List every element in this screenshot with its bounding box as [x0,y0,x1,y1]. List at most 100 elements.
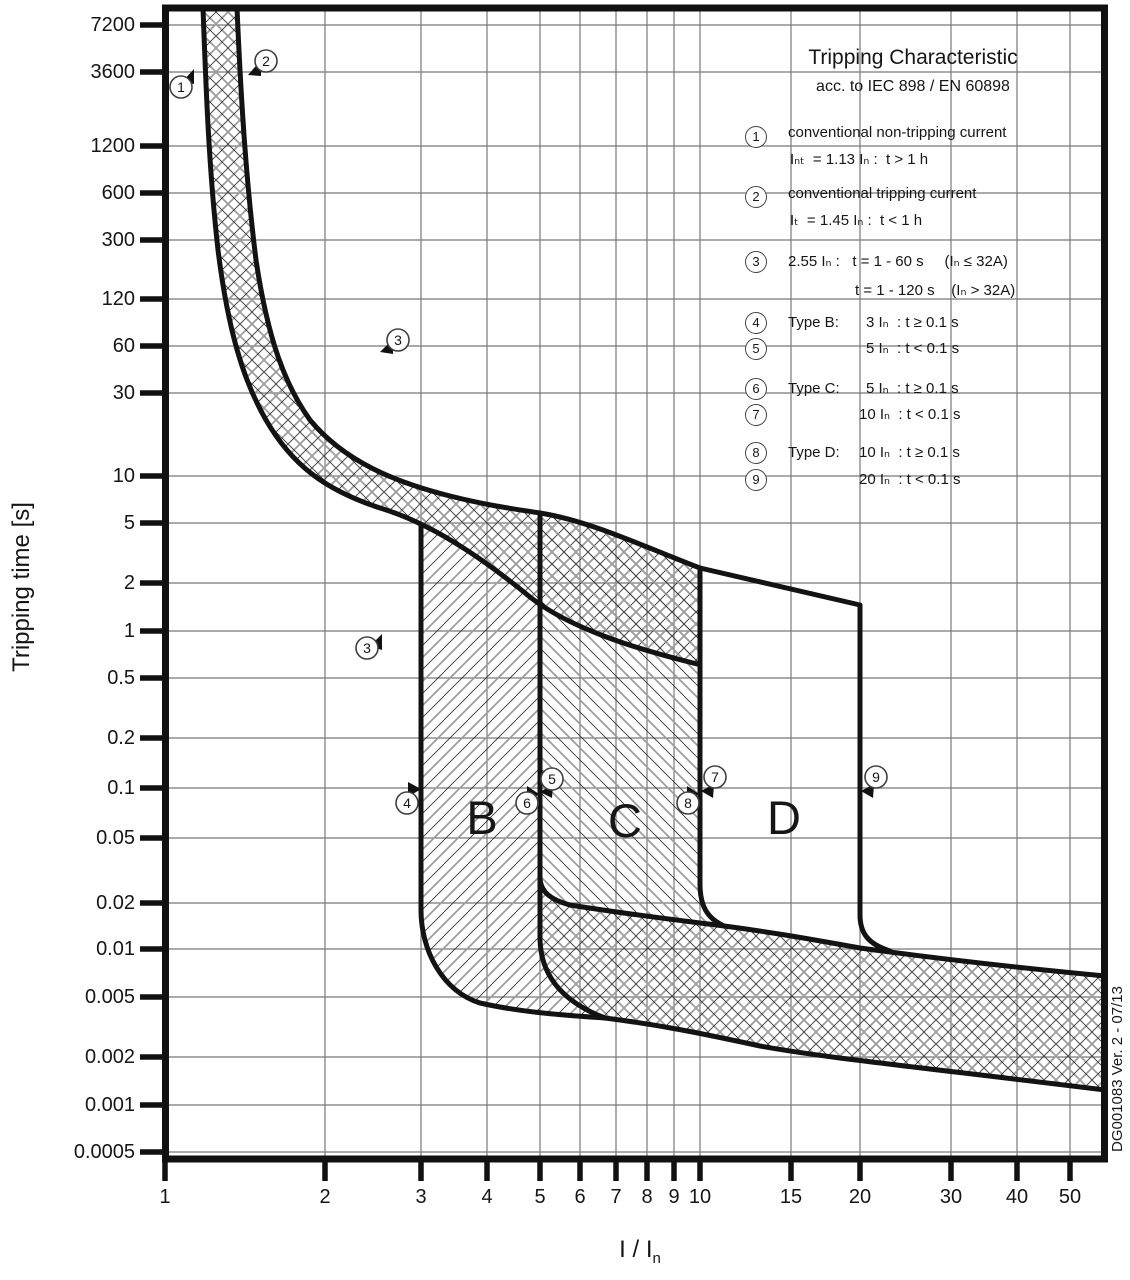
x-tick-label: 8 [641,1186,653,1208]
legend-item-number-8: 8 [745,442,767,464]
legend-item-text: Iₜ = 1.45 Iₙ : t < 1 h [790,212,923,229]
marker-circle [515,791,539,815]
instantaneous-band-fill [540,877,1105,1090]
legend-item-number-7: 7 [745,404,767,426]
legend-item-text: 20 Iₙ : t < 0.1 s [859,471,961,488]
marker-number: 1 [177,79,185,95]
legend-title: Tripping Characteristic [808,46,1018,69]
legend-item-number-4: 4 [745,312,767,334]
legend-item-text: 10 Iₙ : t ≥ 0.1 s [859,444,960,461]
curve-type-c-lower-branch [537,874,608,1021]
x-axis-title: I / In [575,1236,705,1267]
y-tick-label: 300 [101,229,135,251]
marker-circle [676,791,700,815]
legend-item-number-1: 1 [745,126,767,148]
legend-subtitle: acc. to IEC 898 / EN 60898 [816,78,1010,95]
chart-marker-5: 5 [540,767,564,798]
x-tick-label: 15 [779,1186,803,1208]
curve-type-d-lower [697,565,727,929]
marker-number: 5 [548,771,556,787]
y-tick-label: 0.005 [84,986,135,1008]
y-tick-label: 600 [101,182,135,204]
marker-number: 3 [394,332,402,348]
y-tick-label: 0.002 [84,1046,135,1068]
legend-item-number-2: 2 [745,186,767,208]
legend-item-text: t = 1 - 120 s (Iₙ > 32A) [855,282,1016,299]
x-tick-label: 3 [415,1186,427,1208]
y-tick-label: 0.2 [107,727,135,749]
y-tick-label: 30 [112,382,135,404]
chart-point-markers: 1 2 3 3 4 5 6 7 8 9 [169,49,888,815]
x-tick-label: 1 [159,1186,171,1208]
marker-circle [703,765,727,789]
chart-marker-3: 3 [355,634,382,660]
y-tick-label: 0.01 [96,938,135,960]
region-label-B: B [466,791,497,844]
curve-thermal-upper-and-type-d [234,5,893,954]
y-tick-label: 0.05 [96,827,135,849]
y-tick-label: 60 [112,335,135,357]
marker-circle [386,328,410,352]
side-note: DG001083 Ver. 2 - 07/13 [1109,986,1126,1152]
legend-item-text: Type D: [788,444,840,461]
legend-item-number-6: 6 [745,378,767,400]
chart-marker-2: 2 [248,49,278,76]
region-label-C: C [608,794,642,847]
marker-number: 8 [684,795,692,811]
marker-number: 9 [872,769,880,785]
x-tick-label: 40 [1005,1186,1029,1208]
marker-circle [355,636,379,660]
curve-thermal-lower [200,5,700,667]
legend-item-text: 5 Iₙ : t ≥ 0.1 s [866,380,959,397]
type-b-region-fill [421,525,605,1018]
marker-circle [395,791,419,815]
legend-item-text: conventional non-tripping current [788,124,1007,141]
chart-marker-3: 3 [380,328,410,354]
chart-marker-4: 4 [395,782,421,815]
x-tick-label: 5 [534,1186,546,1208]
type-c-region-fill [540,513,724,926]
y-tick-label: 0.0005 [73,1141,135,1163]
chart-marker-9: 9 [861,765,888,798]
y-tick-label: 0.02 [96,892,135,914]
legend-item-text: 3 Iₙ : t ≥ 0.1 s [866,314,959,331]
marker-circle [254,49,278,73]
hatched-regions [203,8,1105,1090]
chart-marker-1: 1 [169,69,194,99]
y-axis-title: Tripping time [s] [8,502,35,672]
y-tick-label: 0.5 [107,667,135,689]
marker-circle [540,767,564,791]
marker-number: 3 [363,640,371,656]
legend-item-number-9: 9 [745,469,767,491]
y-tick-label: 7200 [90,14,136,36]
marker-number: 2 [262,53,270,69]
y-tick-label: 1200 [90,135,136,157]
legend-item-number-5: 5 [745,338,767,360]
x-axis-title-sub: n [652,1249,661,1267]
tick-marks [140,22,1073,1181]
legend-item-text: Type B: [788,314,839,331]
x-tick-label: 10 [688,1186,712,1208]
x-tick-label: 50 [1058,1186,1082,1208]
legend-item-text: Type C: [788,380,840,397]
characteristic-curves [200,5,1108,1093]
marker-number: 7 [711,769,719,785]
curve-type-c-lower-and-band-top [537,510,1108,979]
y-tick-label: 0.001 [84,1094,135,1116]
x-tick-label: 4 [481,1186,493,1208]
chart-marker-8: 8 [676,786,700,815]
y-tick-label: 120 [101,288,135,310]
y-tick-label: 0.1 [107,777,135,799]
x-tick-label: 30 [939,1186,963,1208]
marker-circle [169,75,193,99]
y-tick-label: 2 [123,572,135,594]
curve-type-b-lower-and-band-bottom [418,522,1108,1093]
x-tick-label: 20 [848,1186,872,1208]
region-labels: B C D [466,791,801,847]
y-tick-label: 1 [123,620,135,642]
marker-number: 6 [523,795,531,811]
legend-item-text: 5 Iₙ : t < 0.1 s [866,340,960,357]
y-tick-label: 5 [123,512,135,534]
